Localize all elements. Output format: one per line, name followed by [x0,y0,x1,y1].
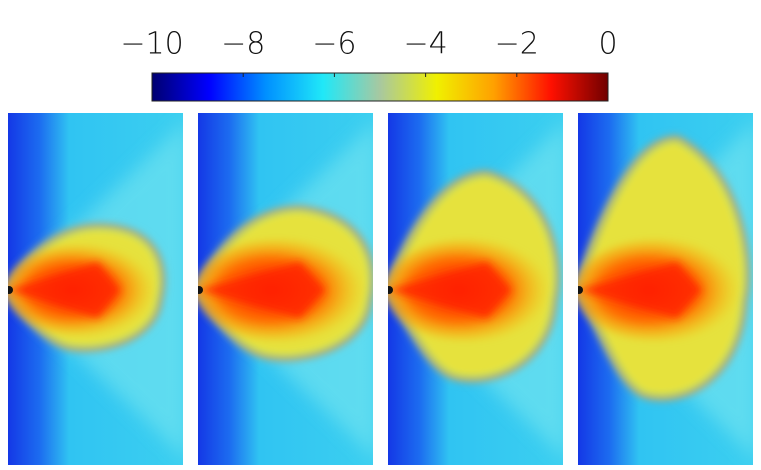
source [578,286,583,294]
panel [388,113,563,465]
panels [8,113,753,465]
jet [388,262,512,318]
jet [578,262,702,318]
colorbar-tick-label: −6 [312,27,356,62]
source [388,286,393,294]
colorbar-tick-label: −8 [221,27,265,62]
colorbar-tick-label: 0 [598,27,617,62]
colorbar [151,72,609,102]
colorbar-tick-label: −2 [495,27,539,62]
panel [8,113,183,465]
panel [578,113,753,465]
panel [198,113,373,465]
jet [8,262,121,318]
colorbar-tick-label: −4 [403,27,447,62]
colorbar-tick-label: −10 [120,27,183,62]
source [8,286,13,294]
jet [198,262,326,318]
source [198,286,203,294]
